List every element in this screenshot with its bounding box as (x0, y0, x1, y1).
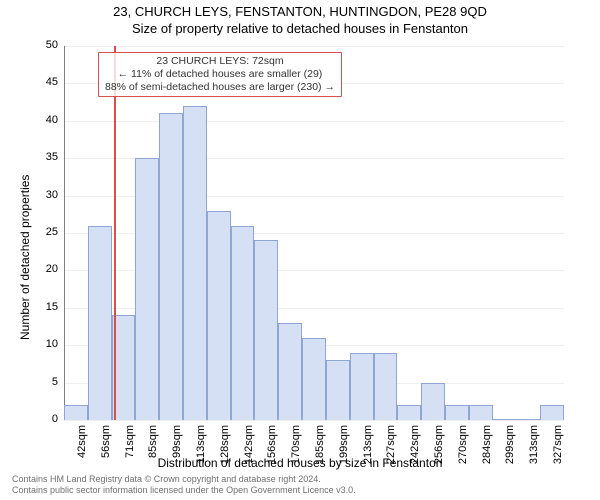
chart-title-sub: Size of property relative to detached ho… (0, 21, 600, 38)
histogram-bar (421, 383, 445, 420)
x-axis-label: Distribution of detached houses by size … (0, 456, 600, 470)
histogram-bar (469, 405, 493, 420)
y-tick-label: 0 (34, 413, 58, 425)
y-tick-label: 50 (34, 39, 58, 51)
histogram-bar (135, 158, 159, 420)
histogram-bar (397, 405, 421, 420)
annotation-box: 23 CHURCH LEYS: 72sqm← 11% of detached h… (98, 52, 342, 97)
y-tick-label: 45 (34, 76, 58, 88)
y-tick-label: 15 (34, 301, 58, 313)
y-axis-line (64, 46, 65, 420)
footer-attribution: Contains HM Land Registry data © Crown c… (12, 474, 356, 496)
chart-title-block: 23, CHURCH LEYS, FENSTANTON, HUNTINGDON,… (0, 0, 600, 38)
chart-plot-area: 0510152025303540455042sqm56sqm71sqm85sqm… (64, 46, 564, 420)
histogram-bar (445, 405, 469, 420)
y-tick-label: 35 (34, 151, 58, 163)
reference-line (114, 46, 116, 420)
chart-title-main: 23, CHURCH LEYS, FENSTANTON, HUNTINGDON,… (0, 4, 600, 21)
y-tick-label: 10 (34, 338, 58, 350)
histogram-bar (64, 405, 88, 420)
annotation-line: ← 11% of detached houses are smaller (29… (105, 68, 335, 81)
gridline (64, 46, 564, 47)
histogram-bar (374, 353, 398, 420)
y-tick-label: 20 (34, 263, 58, 275)
histogram-bar (207, 211, 231, 420)
y-tick-label: 40 (34, 114, 58, 126)
histogram-bar (302, 338, 326, 420)
y-axis-label: Number of detached properties (18, 175, 32, 340)
y-tick-label: 25 (34, 226, 58, 238)
histogram-bar (88, 226, 112, 420)
gridline (64, 121, 564, 122)
histogram-bar (326, 360, 350, 420)
y-tick-label: 5 (34, 376, 58, 388)
histogram-bar (231, 226, 255, 420)
histogram-bar (350, 353, 374, 420)
histogram-bar (183, 106, 207, 420)
histogram-bar (516, 419, 540, 420)
histogram-bar (278, 323, 302, 420)
footer-line2: Contains public sector information licen… (12, 485, 356, 496)
annotation-line: 88% of semi-detached houses are larger (… (105, 81, 335, 94)
histogram-bar (493, 419, 517, 420)
gridline (64, 420, 564, 421)
annotation-line: 23 CHURCH LEYS: 72sqm (105, 55, 335, 68)
histogram-bar (254, 240, 278, 420)
footer-line1: Contains HM Land Registry data © Crown c… (12, 474, 356, 485)
histogram-bar (159, 113, 183, 420)
y-tick-label: 30 (34, 189, 58, 201)
histogram-bar (540, 405, 564, 420)
